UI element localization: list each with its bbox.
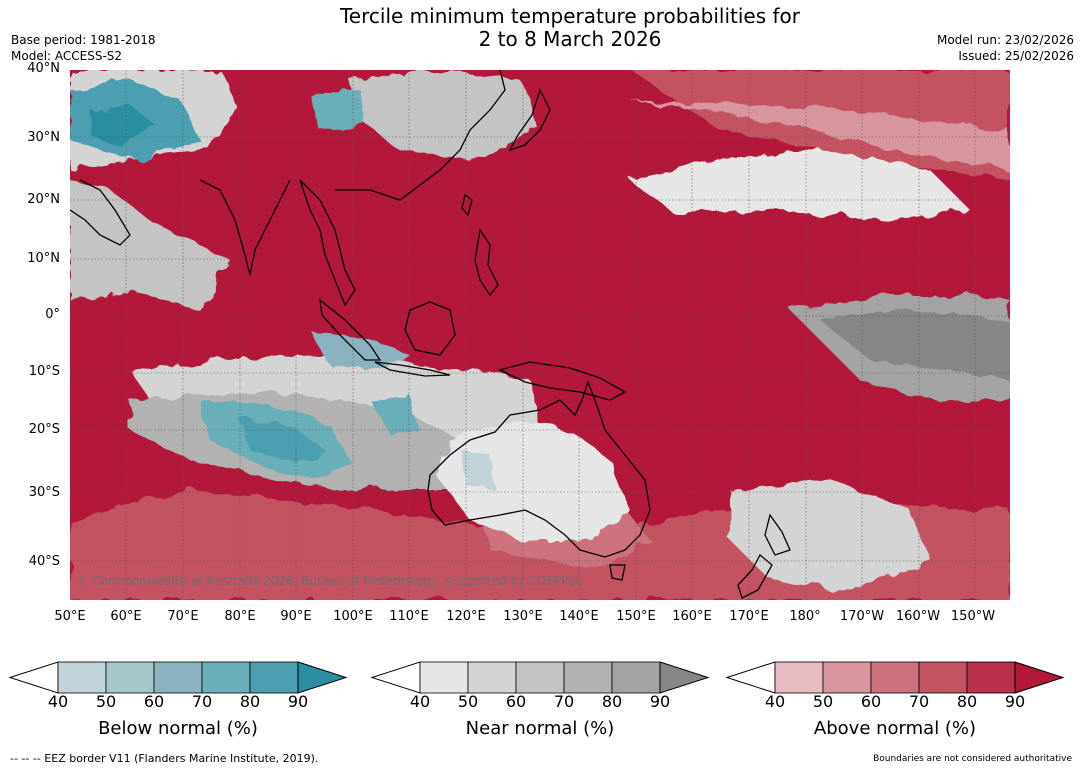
colorbar-segment [467,661,517,694]
near-normal-label: Near normal (%) [465,718,615,739]
lon-label: 180° [789,609,821,624]
colorbar-segment [105,661,155,694]
colorbar-tick-label: 70 [553,692,575,711]
colorbar-segment [57,661,107,694]
colorbar-tick-label: 40 [409,692,431,711]
title-line-1: Tercile minimum temperature probabilitie… [339,4,801,28]
colorbar-segment [870,661,920,694]
lon-label: 170°W [839,609,885,624]
lat-label: 20°N [27,192,60,207]
above-normal-label: Above normal (%) [813,718,977,739]
eez-border-note: -- -- -- EEZ border V11 (Flanders Marine… [10,752,319,765]
lon-label: 160°W [895,609,941,624]
colorbar-tick-label: 90 [1004,692,1026,711]
near-normal-arabian [70,180,230,310]
colorbar-over-triangle [659,661,710,694]
philippines-coast [474,228,499,297]
lon-label: 110°E [389,609,429,624]
colorbar-segment [774,661,824,694]
lon-label: 50°E [54,609,86,624]
issued-date: Issued: 25/02/2026 [958,49,1074,63]
colorbar-segment [515,661,565,694]
colorbar-tick-label: 50 [457,692,479,711]
colorbar-tick-label: 40 [764,692,786,711]
lat-label: 40°S [28,554,60,569]
colorbar-under-triangle [8,661,59,694]
base-period: Base period: 1981-2018 [11,33,156,47]
colorbar-over-triangle [297,661,348,694]
lon-label: 60°E [110,609,142,624]
sumatra-coast [319,298,382,361]
colorbar-tick-label: 80 [956,692,978,711]
colorbar-segment [611,661,661,694]
colorbar-segment [563,661,613,694]
lon-label: 150°W [950,609,996,624]
lon-label: 150°E [616,609,656,624]
lat-label: 30°N [27,130,60,145]
lon-label: 170°E [729,609,769,624]
lat-label: 40°N [27,61,60,76]
forecast-map [70,70,1010,600]
colorbar-over-triangle [1014,661,1065,694]
colorbar-tick-label: 80 [601,692,623,711]
colorbar-tick-label: 40 [47,692,69,711]
colorbar-under-triangle [370,661,421,694]
colorbar-tick-label: 60 [860,692,882,711]
lon-label: 120°E [446,609,486,624]
colorbar-tick-label: 90 [287,692,309,711]
lon-label: 70°E [167,609,199,624]
colorbar-tick-label: 70 [191,692,213,711]
title-line-2: 2 to 8 March 2026 [478,27,662,51]
colorbar-segment [822,661,872,694]
india-coast [199,179,291,276]
colorbar-legends [8,661,1065,694]
boundaries-disclaimer: Boundaries are not considered authoritat… [873,754,1072,764]
lat-label: 30°S [28,485,60,500]
lat-label: 20°S [28,422,60,437]
colorbar-tick-label: 60 [143,692,165,711]
japan-coast [508,88,551,152]
lat-label: 0° [45,307,60,322]
colorbar-segment [419,661,469,694]
colorbar-segment [153,661,203,694]
java-coast [374,361,451,377]
colorbar-under-triangle [725,661,776,694]
lon-label: 140°E [559,609,599,624]
colorbar-tick-label: 50 [812,692,834,711]
model-name: Model: ACCESS-S2 [11,49,123,63]
colorbar-segment [201,661,251,694]
lon-label: 90°E [280,609,312,624]
colorbar-tick-label: 70 [908,692,930,711]
colorbar-tick-label: 50 [95,692,117,711]
new-zealand-coast [764,513,791,556]
lat-label: 10°S [28,364,60,379]
model-run: Model run: 23/02/2026 [936,33,1074,47]
borneo-coast [404,301,456,356]
colorbar-segment [966,661,1016,694]
colorbar-tick-label: 90 [649,692,671,711]
colorbar-tick-label: 80 [239,692,261,711]
new-guinea-coast [498,361,627,401]
colorbar-segment [918,661,968,694]
arabia-coast [70,179,131,246]
colorbar-tick-label: 60 [505,692,527,711]
copyright-notice: © Commonwealth of Australia 2026, Bureau… [77,574,583,588]
below-normal-label: Below normal (%) [98,718,258,739]
lon-label: 130°E [503,609,543,624]
graticule [70,70,1010,600]
lon-label: 160°E [672,609,712,624]
australia-coast [427,380,651,558]
colorbar-segment [249,661,299,694]
coastlines [70,70,791,599]
lon-label: 80°E [224,609,256,624]
lat-label: 10°N [27,251,60,266]
lon-label: 100°E [333,609,373,624]
